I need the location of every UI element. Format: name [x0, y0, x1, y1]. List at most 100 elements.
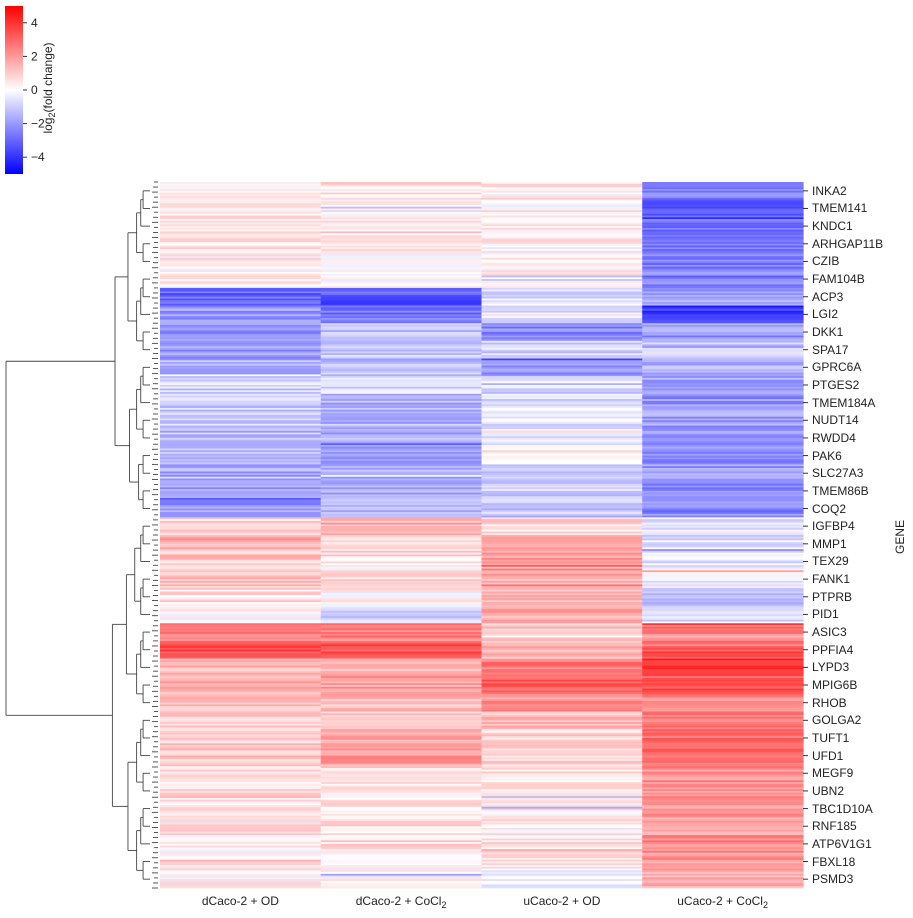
heatmap-stripe — [481, 829, 643, 832]
heatmap-stripe — [160, 545, 322, 548]
heatmap-stripe — [320, 810, 483, 813]
heatmap-stripe — [481, 524, 643, 527]
heatmap-stripe — [481, 669, 643, 672]
y-axis-label: GENE — [893, 519, 907, 555]
heatmap-stripe — [320, 882, 483, 885]
heatmap-stripe — [642, 192, 804, 195]
heatmap-stripe — [481, 291, 643, 294]
heatmap-stripe — [642, 709, 804, 712]
heatmap-stripe — [481, 593, 643, 596]
heatmap-stripe — [642, 476, 804, 479]
heatmap-cell — [160, 182, 322, 200]
heatmap-stripe — [320, 783, 483, 786]
heatmap-stripe — [642, 187, 804, 190]
heatmap-stripe — [481, 252, 643, 255]
heatmap-stripe — [481, 769, 643, 772]
heatmap-stripe — [320, 497, 483, 501]
heatmap-stripe — [320, 302, 483, 305]
heatmap-stripe — [642, 879, 804, 882]
heatmap-stripe — [320, 448, 483, 451]
heatmap-stripe — [160, 688, 322, 691]
heatmap-cell — [481, 711, 643, 730]
heatmap-stripe — [481, 422, 643, 425]
heatmap-stripe — [320, 307, 483, 310]
heatmap-stripe — [320, 775, 483, 778]
heatmap-stripe — [642, 284, 804, 287]
heatmap-stripe — [642, 605, 804, 608]
heatmap-stripe — [642, 206, 804, 209]
heatmap-stripe — [160, 573, 322, 576]
heatmap-stripe — [642, 686, 804, 689]
heatmap-stripe — [481, 752, 643, 755]
heatmap-stripe — [320, 633, 483, 636]
heatmap-stripe — [481, 619, 643, 622]
heatmap-stripe — [642, 257, 804, 260]
heatmap-stripe — [160, 854, 322, 857]
heatmap-stripe — [642, 243, 804, 246]
heatmap-stripe — [160, 598, 322, 601]
heatmap-stripe — [642, 467, 804, 471]
heatmap-stripe — [320, 723, 483, 726]
heatmap-stripe — [320, 759, 483, 762]
heatmap-stripe — [160, 817, 322, 820]
heatmap-stripe — [642, 780, 804, 783]
heatmap-cell — [481, 729, 643, 748]
heatmap-stripe — [160, 843, 322, 846]
heatmap-stripe — [320, 670, 483, 674]
heatmap-stripe — [320, 762, 483, 765]
heatmap-stripe — [642, 337, 804, 340]
heatmap-stripe — [160, 829, 322, 832]
heatmap-stripe — [481, 261, 643, 264]
heatmap-stripe — [160, 628, 322, 631]
heatmap-stripe — [642, 395, 804, 398]
heatmap-stripe — [481, 312, 643, 315]
heatmap-stripe — [160, 339, 322, 342]
heatmap-stripe — [481, 384, 643, 388]
heatmap-stripe — [160, 669, 322, 672]
heatmap-stripe — [320, 399, 483, 402]
heatmap-cell — [320, 552, 483, 571]
heatmap-stripe — [320, 536, 483, 539]
heatmap-stripe — [320, 610, 483, 613]
heatmap-cell — [642, 323, 804, 342]
heatmap-cell — [642, 623, 804, 642]
heatmap-stripe — [481, 630, 643, 633]
heatmap-stripe — [481, 250, 643, 253]
heatmap-stripe — [481, 443, 643, 446]
heatmap-stripe — [642, 633, 804, 636]
heatmap-stripe — [320, 776, 483, 779]
heatmap-stripe — [481, 880, 643, 884]
heatmap-stripe — [320, 582, 483, 585]
heatmap-stripe — [160, 407, 322, 411]
heatmap-stripe — [481, 748, 643, 751]
heatmap-stripe — [481, 197, 643, 200]
heatmap-stripe — [160, 436, 322, 439]
heatmap-stripe — [481, 335, 643, 338]
heatmap-stripe — [160, 533, 322, 536]
heatmap-stripe — [160, 226, 322, 229]
heatmap-stripe — [320, 335, 483, 338]
heatmap-stripe — [481, 725, 643, 728]
heatmap-stripe — [481, 462, 643, 465]
heatmap-stripe — [320, 797, 483, 801]
heatmap-stripe — [481, 799, 643, 802]
heatmap-cell — [160, 234, 322, 253]
heatmap-stripe — [320, 219, 483, 222]
heatmap-stripe — [320, 720, 483, 723]
heatmap-stripe — [481, 489, 643, 492]
heatmap-stripe — [160, 443, 322, 446]
heatmap-cell — [642, 764, 804, 783]
heatmap-stripe — [642, 527, 804, 531]
heatmap-stripe — [160, 189, 322, 192]
heatmap-stripe — [642, 362, 804, 365]
heatmap-stripe — [642, 263, 804, 266]
heatmap-stripe — [642, 610, 804, 613]
heatmap-stripe — [481, 632, 643, 635]
heatmap-stripe — [481, 547, 643, 550]
heatmap-stripe — [642, 695, 804, 698]
heatmap-stripe — [481, 884, 643, 887]
heatmap-cell — [481, 870, 643, 889]
heatmap-stripe — [642, 677, 804, 681]
heatmap-cell — [642, 782, 804, 801]
heatmap-stripe — [481, 429, 643, 432]
